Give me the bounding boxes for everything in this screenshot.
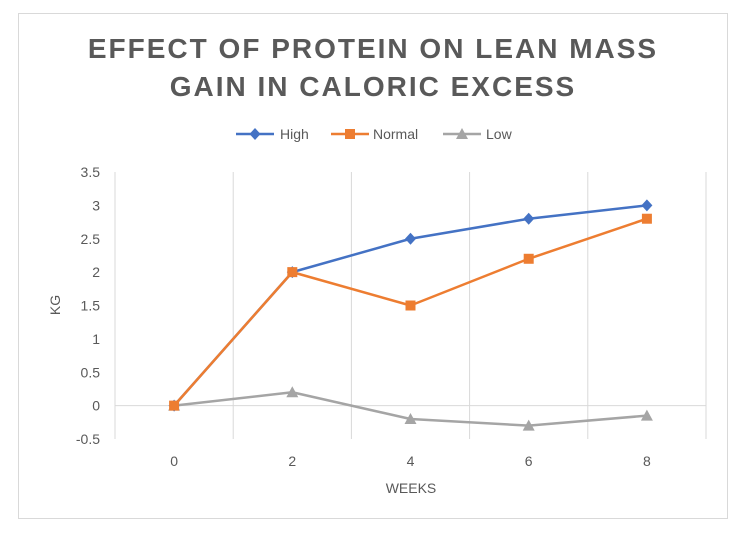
series-line-normal <box>173 217 648 407</box>
x-axis-label: WEEKS <box>386 480 437 496</box>
x-tick-label: 8 <box>643 453 651 469</box>
chart-legend: High Normal Low <box>236 126 513 142</box>
y-axis-label: KG <box>47 295 63 315</box>
data-point-high <box>405 232 416 245</box>
x-tick-label: 4 <box>407 453 415 469</box>
y-tick-label: 3.5 <box>81 164 101 180</box>
x-tick-label: 6 <box>525 453 533 469</box>
y-axis-ticks: -0.5 0 0.5 1 1.5 2 2.5 3 3.5 <box>76 164 100 447</box>
legend-label-high: High <box>280 126 309 142</box>
chart-grid <box>114 172 707 439</box>
data-point-high <box>641 199 653 212</box>
legend-label-normal: Normal <box>373 126 418 142</box>
data-point-high <box>523 212 535 225</box>
y-tick-label: 1 <box>92 331 100 347</box>
data-point-low <box>404 412 417 424</box>
data-point-low <box>286 386 299 398</box>
x-tick-label: 2 <box>288 453 296 469</box>
legend-label-low: Low <box>486 126 513 142</box>
legend-marker-normal <box>345 129 355 139</box>
y-tick-label: -0.5 <box>76 431 100 447</box>
chart-series <box>168 199 653 431</box>
data-point-normal <box>641 213 652 224</box>
y-tick-label: 3 <box>92 197 100 213</box>
data-point-normal <box>523 253 534 264</box>
x-axis-ticks: 0 2 4 6 8 <box>170 453 651 469</box>
data-point-normal <box>287 267 298 278</box>
data-point-low <box>640 409 653 421</box>
data-point-low <box>522 419 535 431</box>
legend-marker-high <box>249 128 261 140</box>
legend-marker-low <box>456 128 468 139</box>
chart-title-line-2: GAIN IN CALORIC EXCESS <box>170 71 576 102</box>
data-point-normal <box>405 300 416 311</box>
chart-title-line-1: EFFECT OF PROTEIN ON LEAN MASS <box>88 33 658 64</box>
y-tick-label: 0.5 <box>81 364 101 380</box>
y-tick-label: 0 <box>92 398 100 414</box>
y-tick-label: 2 <box>92 264 100 280</box>
chart-frame <box>18 13 728 519</box>
data-point-normal <box>169 400 180 411</box>
y-tick-label: 2.5 <box>81 231 101 247</box>
x-tick-label: 0 <box>170 453 178 469</box>
y-tick-label: 1.5 <box>81 298 101 314</box>
